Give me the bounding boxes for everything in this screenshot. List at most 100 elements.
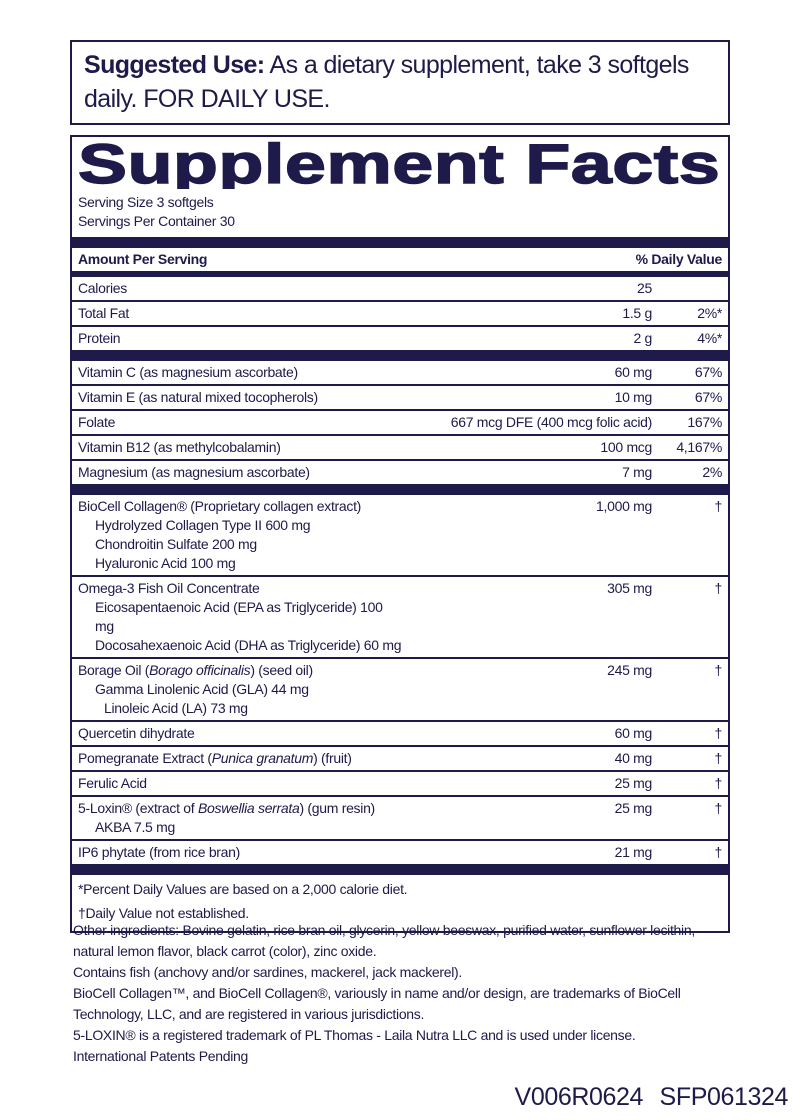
name-part: ) (gum resin) (299, 800, 375, 816)
nutrient-row: Omega-3 Fish Oil Concentrate Eicosapentae… (72, 577, 728, 659)
nutrient-row: IP6 phytate (from rice bran) 21 mg † (72, 841, 728, 864)
name-part: Borage Oil ( (78, 662, 150, 678)
amount: 25 mg (614, 800, 653, 816)
amount: 10 mg (614, 389, 653, 405)
daily-value: † (714, 498, 723, 514)
nutrient-name: Magnesium (as magnesium ascorbate) (78, 463, 402, 482)
daily-value: † (714, 662, 723, 678)
amount: 1,000 mg (596, 498, 652, 514)
nutrient-name: 5-Loxin® (extract of Boswellia serrata) … (78, 799, 402, 837)
other-line: 5-LOXIN® is a registered trademark of PL… (73, 1027, 636, 1043)
amount: 2 g (633, 330, 652, 346)
other-line: Other ingredients: Bovine gelatin, rice … (73, 922, 695, 959)
nutrient-name: Total Fat (78, 304, 402, 323)
daily-value: 2%* (697, 305, 722, 321)
name-text: Protein (78, 330, 121, 346)
name-text: Omega-3 Fish Oil Concentrate (78, 580, 260, 596)
nutrient-name: Quercetin dihydrate (78, 724, 402, 743)
sub-ingredient: Chondroitin Sulfate 200 mg (95, 536, 257, 552)
title-text: Supplement Facts (77, 137, 721, 189)
suggested-use-text: As a dietary supplement, take 3 softgels… (84, 51, 689, 113)
name-text: Magnesium (as magnesium ascorbate) (78, 464, 310, 480)
other-ingredients: Other ingredients: Bovine gelatin, rice … (73, 920, 713, 1067)
amount: 100 mcg (600, 439, 652, 455)
nutrient-row: Ferulic Acid 25 mg † (72, 772, 728, 797)
daily-value: 2% (702, 464, 722, 480)
nutrient-name: IP6 phytate (from rice bran) (78, 843, 402, 862)
nutrient-name: BioCell Collagen® (Proprietary collagen … (78, 497, 402, 573)
nutrient-name: Calories (78, 279, 402, 298)
amount: 25 (637, 280, 652, 296)
sub-ingredient: Hyaluronic Acid 100 mg (95, 555, 236, 571)
nutrient-name: Pomegranate Extract (Punica granatum) (f… (78, 749, 402, 768)
botanicals-section: BioCell Collagen® (Proprietary collagen … (72, 495, 728, 864)
daily-value: † (714, 775, 723, 791)
name-part: ) (seed oil) (250, 662, 313, 678)
nutrient-name: Folate (78, 413, 402, 432)
name-part: Pomegranate Extract ( (78, 750, 212, 766)
header-row: Amount Per Serving % Daily Value (72, 248, 728, 271)
label-code: V006R0624 SFP061324 (514, 1083, 789, 1111)
name-text: Total Fat (78, 305, 129, 321)
nutrient-row: Folate 667 mcg DFE (400 mcg folic acid) 16… (72, 411, 728, 436)
nutrient-row: Vitamin E (as natural mixed tocopherols)… (72, 386, 728, 411)
nutrient-row: Protein 2 g 4%* (72, 327, 728, 350)
serving-info: Serving Size 3 softgels Servings Per Con… (72, 189, 728, 237)
dv-header: % Daily Value (635, 251, 723, 267)
divider-bar (72, 350, 728, 361)
sub-ingredient: Gamma Linolenic Acid (GLA) 44 mg (95, 681, 309, 697)
daily-value: 4,167% (676, 439, 722, 455)
nutrient-row: Vitamin B12 (as methylcobalamin) 100 mcg 4… (72, 436, 728, 461)
amount: 25 mg (614, 775, 653, 791)
nutrient-row: BioCell Collagen® (Proprietary collagen … (72, 495, 728, 577)
name-text: Vitamin C (as magnesium ascorbate) (78, 364, 298, 380)
nutrient-name: Vitamin C (as magnesium ascorbate) (78, 363, 402, 382)
nutrient-row: 5-Loxin® (extract of Boswellia serrata) … (72, 797, 728, 841)
nutrient-name: Borage Oil (Borago officinalis) (seed oi… (78, 661, 402, 718)
divider-bar (72, 484, 728, 495)
nutrient-row: Total Fat 1.5 g 2%* (72, 302, 728, 327)
nutrient-name: Protein (78, 329, 402, 348)
sub-ingredient: Eicosapentaenoic Acid (EPA as Triglyceri… (95, 599, 383, 634)
name-text: Folate (78, 414, 116, 430)
name-text: BioCell Collagen® (Proprietary collagen … (78, 498, 362, 514)
nutrient-name: Ferulic Acid (78, 774, 402, 793)
daily-value: † (714, 750, 723, 766)
nutrient-row: Magnesium (as magnesium ascorbate) 7 mg 2% (72, 461, 728, 484)
amount: 245 mg (607, 662, 652, 678)
vitamins-section: Vitamin C (as magnesium ascorbate) 60 mg 6… (72, 361, 728, 484)
suggested-use-box: Suggested Use: As a dietary supplement, … (70, 40, 730, 125)
nutrient-name: Vitamin E (as natural mixed tocopherols) (78, 388, 402, 407)
name-part: ) (fruit) (313, 750, 352, 766)
macros-section: Calories 25 Total Fat 1.5 g 2%* Protein 2 g 4%* (72, 277, 728, 350)
name-text: Vitamin E (as natural mixed tocopherols) (78, 389, 318, 405)
name-text: Ferulic Acid (78, 775, 147, 791)
footnote: *Percent Daily Values are based on a 2,0… (78, 881, 408, 897)
nutrient-row: Vitamin C (as magnesium ascorbate) 60 mg 6… (72, 361, 728, 386)
divider-bar (72, 271, 728, 277)
daily-value (662, 279, 722, 298)
name-latin: Punica granatum (211, 750, 314, 766)
sub-ingredient: AKBA 7.5 mg (95, 819, 175, 835)
sub-ingredient: Docosahexaenoic Acid (DHA as Triglycerid… (95, 637, 402, 653)
nutrient-name: Vitamin B12 (as methylcobalamin) (78, 438, 402, 457)
footnotes: *Percent Daily Values are based on a 2,0… (72, 875, 728, 931)
suggested-use-label: Suggested Use: (84, 51, 265, 79)
amount: 40 mg (614, 750, 653, 766)
nutrient-row: Pomegranate Extract (Punica granatum) (f… (72, 747, 728, 772)
amount-header: Amount Per Serving (78, 251, 208, 267)
nutrient-row: Quercetin dihydrate 60 mg † (72, 722, 728, 747)
name-text: IP6 phytate (from rice bran) (78, 844, 240, 860)
name-text: Vitamin B12 (as methylcobalamin) (78, 439, 281, 455)
amount: 7 mg (622, 464, 652, 480)
amount: 60 mg (614, 364, 653, 380)
nutrient-row: Borage Oil (Borago officinalis) (seed oi… (72, 659, 728, 722)
amount: 1.5 g (622, 305, 652, 321)
daily-value: 67% (694, 364, 722, 380)
name-text: Calories (78, 280, 127, 296)
daily-value: † (714, 725, 723, 741)
daily-value: 167% (687, 414, 722, 430)
other-line: Contains fish (anchovy and/or sardines, … (73, 964, 463, 980)
serving-size: Serving Size 3 softgels (78, 194, 214, 210)
name-text: Quercetin dihydrate (78, 725, 195, 741)
